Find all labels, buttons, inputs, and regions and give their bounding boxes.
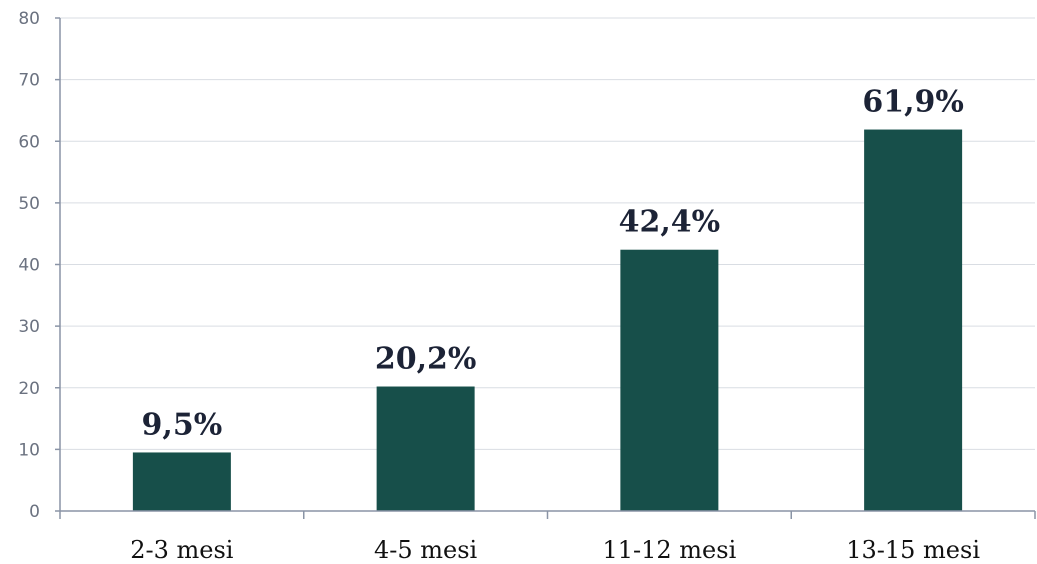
- y-tick-label: 40: [18, 256, 40, 276]
- y-tick-label: 30: [18, 317, 40, 337]
- bar-data-label: 42,4%: [619, 205, 721, 240]
- bar-data-label: 20,2%: [375, 342, 477, 377]
- y-tick-label: 60: [18, 132, 40, 152]
- x-tick-label: 4-5 mesi: [374, 536, 478, 564]
- x-axis: [59, 18, 1036, 519]
- x-tick-label: 11-12 mesi: [602, 536, 736, 564]
- y-tick-label: 20: [18, 379, 40, 399]
- bars: [132, 129, 963, 511]
- x-axis-ticks: 2-3 mesi 4-5 mesi 11-12 mesi 13-15 mesi: [130, 536, 980, 564]
- y-tick-label: 50: [18, 194, 40, 214]
- bar: [376, 386, 475, 511]
- y-tick-label: 70: [18, 71, 40, 91]
- y-axis-ticks: 0 10 20 30 40 50 60 70 80: [18, 9, 60, 522]
- bar-data-label: 9,5%: [142, 407, 223, 442]
- y-tick-label: 10: [18, 440, 40, 460]
- x-tick-label: 2-3 mesi: [130, 536, 234, 564]
- y-tick-label: 0: [29, 502, 40, 522]
- bar: [132, 452, 231, 511]
- gridlines: [60, 17, 1035, 450]
- data-labels: 9,5% 20,2% 42,4% 61,9%: [142, 85, 964, 443]
- bar: [864, 129, 963, 511]
- bar-data-label: 61,9%: [862, 85, 964, 120]
- bar: [620, 249, 719, 511]
- x-tick-label: 13-15 mesi: [846, 536, 980, 564]
- y-tick-label: 80: [18, 9, 40, 29]
